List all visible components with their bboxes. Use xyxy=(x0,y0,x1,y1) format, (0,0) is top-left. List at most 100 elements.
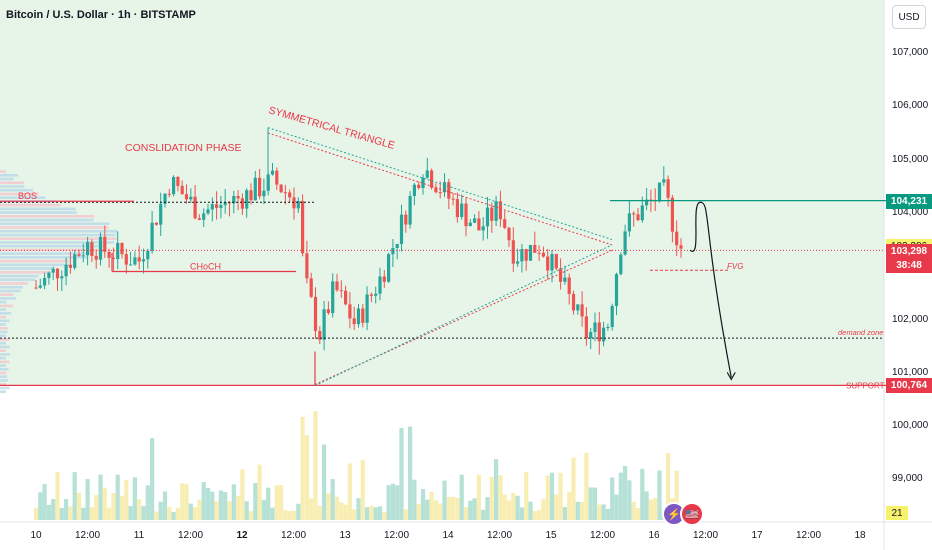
candle-body xyxy=(387,254,391,282)
volume-bar xyxy=(257,464,262,520)
volume-bar xyxy=(300,416,305,520)
volume-bar xyxy=(631,501,636,520)
candle-body xyxy=(567,277,571,294)
volume-bar xyxy=(46,504,51,520)
candle-body xyxy=(288,192,292,198)
candle-body xyxy=(391,247,395,255)
candle-body xyxy=(236,196,240,199)
candle-body xyxy=(541,252,545,257)
candle-body xyxy=(103,236,107,252)
time-tick-label: 11 xyxy=(133,530,145,541)
time-tick-label: 17 xyxy=(751,530,763,541)
volume-bar xyxy=(373,507,378,520)
candle-body xyxy=(245,190,249,209)
volume-bar xyxy=(231,484,236,520)
volume-bar xyxy=(618,472,623,520)
candle-body xyxy=(189,196,193,200)
volume-bar xyxy=(515,495,520,520)
support-label: SUPPORT xyxy=(846,381,885,390)
candle-body xyxy=(666,179,670,198)
us-flag-event-icon[interactable]: 🇺🇸 xyxy=(680,502,704,526)
price-tick-label: 99,000 xyxy=(892,473,923,485)
volume-bar xyxy=(382,511,387,520)
volume-bar xyxy=(674,470,679,520)
candle-body xyxy=(490,207,494,221)
fvg-label: FVG xyxy=(727,262,743,271)
volume-bar xyxy=(38,492,43,520)
volume-profile-bar xyxy=(0,233,116,237)
volume-bar xyxy=(291,510,297,520)
volume-bar xyxy=(640,468,645,520)
volume-bar xyxy=(343,504,348,520)
candle-body xyxy=(464,203,468,227)
candle-body xyxy=(184,194,189,200)
candle-body xyxy=(258,177,262,197)
candle-body xyxy=(662,179,666,183)
volume-bar xyxy=(377,506,383,520)
volume-bar xyxy=(261,499,266,520)
candle-body xyxy=(365,294,369,323)
volume-bar xyxy=(614,494,619,520)
volume-bar xyxy=(227,501,232,520)
volume-bar xyxy=(511,492,516,520)
economic-events[interactable]: ⚡ 🇺🇸 xyxy=(662,502,704,526)
volume-bar xyxy=(124,480,129,520)
volume-bar xyxy=(171,511,176,520)
volume-profile-bar xyxy=(0,229,118,233)
volume-bar xyxy=(532,511,537,520)
volume-bar xyxy=(537,510,542,520)
candle-body xyxy=(576,304,580,311)
candle-body xyxy=(657,182,662,202)
candle-body xyxy=(137,257,141,262)
volume-value-badge: 21 xyxy=(886,506,908,520)
currency-button[interactable]: USD xyxy=(892,5,926,29)
volume-bar xyxy=(592,487,598,520)
volume-profile-bar xyxy=(0,278,36,282)
volume-profile-bar xyxy=(0,326,8,330)
candle-body xyxy=(227,202,232,204)
volume-profile-bar xyxy=(0,173,19,177)
time-tick-label: 12:00 xyxy=(177,530,204,541)
volume-bar xyxy=(584,452,589,520)
volume-bar xyxy=(89,507,94,520)
chart-title: Bitcoin / U.S. Dollar · 1h · BITSTAMP xyxy=(6,9,196,21)
bullish-background xyxy=(0,0,884,386)
volume-profile-bar xyxy=(0,315,6,319)
volume-bar xyxy=(94,495,99,520)
volume-profile-bar xyxy=(0,185,25,188)
volume-bar xyxy=(150,438,155,520)
volume-profile-bar xyxy=(0,304,14,308)
volume-profile-bar xyxy=(0,192,39,196)
volume-bar xyxy=(85,479,90,520)
time-tick-label: 16 xyxy=(648,530,660,541)
volume-profile-bar xyxy=(0,274,39,278)
volume-bar xyxy=(386,485,391,520)
volume-bar xyxy=(167,506,172,520)
demand-zone-label: demand zone xyxy=(838,328,883,337)
volume-bar xyxy=(205,487,211,520)
volume-bar xyxy=(571,457,576,520)
time-tick-label: 10 xyxy=(30,530,42,541)
candle-body xyxy=(404,214,408,225)
volume-bar xyxy=(240,469,245,520)
volume-profile-bar xyxy=(0,390,6,393)
volume-bar xyxy=(115,474,120,520)
volume-profile-bar xyxy=(0,196,46,199)
time-tick-label: 12:00 xyxy=(383,530,410,541)
candle-body xyxy=(146,250,150,260)
volume-profile-bar xyxy=(0,379,9,382)
candle-body xyxy=(352,318,356,325)
candle-body xyxy=(378,276,382,294)
candle-body xyxy=(382,276,386,282)
volume-bar xyxy=(107,507,112,520)
volume-bar xyxy=(111,493,116,520)
volume-bar xyxy=(627,480,632,520)
candle-body xyxy=(73,254,77,268)
volume-bar xyxy=(59,507,64,520)
volume-bar xyxy=(605,508,610,520)
volume-bar xyxy=(657,470,662,520)
volume-bar xyxy=(296,503,301,520)
volume-bar xyxy=(270,507,275,520)
